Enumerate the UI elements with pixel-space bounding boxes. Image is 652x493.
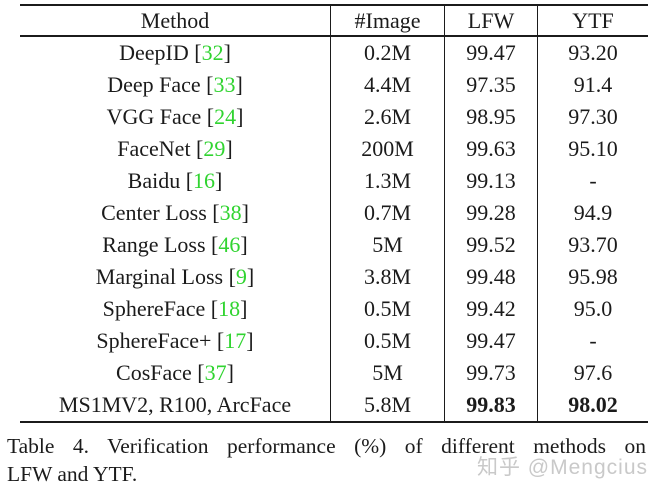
citation-number: 18 xyxy=(218,296,241,321)
citation-number: 9 xyxy=(235,264,247,289)
lfw-score-cell: 99.48 xyxy=(444,261,538,293)
ytf-score-cell: - xyxy=(537,165,648,197)
method-cell: SphereFace+ [17] xyxy=(96,328,254,353)
ytf-score-cell: 95.98 xyxy=(537,261,648,293)
header-num-images: #Image xyxy=(330,5,445,37)
lfw-score-cell: 99.13 xyxy=(444,165,538,197)
table-row: Baidu [16] 1.3M 99.13- xyxy=(20,165,648,197)
method-cell: Baidu [16] xyxy=(127,168,223,193)
results-table: Method #Image LFW YTF DeepID [32] 0.2M 99.… xyxy=(20,4,648,423)
lfw-score-cell: 99.28 xyxy=(444,197,538,229)
watermark: 知乎 @Mengcius xyxy=(476,456,648,479)
num-images-cell: 5M xyxy=(330,357,445,389)
ytf-score-cell: 93.20 xyxy=(537,36,648,69)
citation-number: 17 xyxy=(224,328,247,353)
lfw-score-cell: 99.47 xyxy=(444,325,538,357)
ytf-score-cell: 97.30 xyxy=(537,101,648,133)
caption-line-1: Table 4. Verification performance (%) of… xyxy=(7,434,646,458)
method-cell: Center Loss [38] xyxy=(101,200,249,225)
method-cell: SphereFace [18] xyxy=(102,296,248,321)
citation-number: 32 xyxy=(201,40,224,65)
num-images-cell: 5.8M xyxy=(330,389,445,422)
table-row: FaceNet [29] 200M 99.63 95.10 xyxy=(20,133,648,165)
table-caption: Table 4. Verification performance (%) of… xyxy=(7,433,646,488)
table-row: Center Loss [38] 0.7M 99.28 94.9 xyxy=(20,197,648,229)
lfw-score-cell: 98.95 xyxy=(444,101,538,133)
ytf-score-cell: 95.10 xyxy=(537,133,648,165)
num-images-cell: 4.4M xyxy=(330,69,445,101)
lfw-score-cell: 99.63 xyxy=(444,133,538,165)
num-images-cell: 200M xyxy=(330,133,445,165)
citation-number: 16 xyxy=(193,168,216,193)
lfw-score-cell: 99.73 xyxy=(444,357,538,389)
num-images-cell: 1.3M xyxy=(330,165,445,197)
header-row: Method #Image LFW YTF xyxy=(20,5,648,37)
header-method: Method xyxy=(20,5,331,37)
num-images-cell: 0.5M xyxy=(330,293,445,325)
method-cell: VGG Face [24] xyxy=(106,104,244,129)
method-cell: Range Loss [46] xyxy=(102,232,248,257)
ytf-score-cell: 95.0 xyxy=(537,293,648,325)
ytf-score-cell: 97.6 xyxy=(537,357,648,389)
num-images-cell: 5M xyxy=(330,229,445,261)
lfw-score-cell: 99.42 xyxy=(444,293,538,325)
lfw-score-cell: 99.47 xyxy=(444,36,538,69)
num-images-cell: 3.8M xyxy=(330,261,445,293)
ytf-score-cell: 91.4 xyxy=(537,69,648,101)
method-cell: DeepID [32] xyxy=(119,40,231,65)
citation-number: 24 xyxy=(214,104,237,129)
header-ytf: YTF xyxy=(537,5,648,37)
num-images-cell: 0.5M xyxy=(330,325,445,357)
ytf-score-cell: 93.70 xyxy=(537,229,648,261)
num-images-cell: 2.6M xyxy=(330,101,445,133)
ytf-score-cell: - xyxy=(537,325,648,357)
header-lfw: LFW xyxy=(444,5,538,37)
citation-number: 33 xyxy=(213,72,236,97)
method-cell: Deep Face [33] xyxy=(107,72,243,97)
table-header: Method #Image LFW YTF xyxy=(20,5,648,37)
citation-number: 37 xyxy=(204,360,227,385)
method-cell: MS1MV2, R100, ArcFace xyxy=(58,392,292,417)
ytf-score-cell: 98.02 xyxy=(537,389,648,422)
num-images-cell: 0.2M xyxy=(330,36,445,69)
table-row: SphereFace+ [17] 0.5M 99.47- xyxy=(20,325,648,357)
table-row: CosFace [37] 5M 99.73 97.6 xyxy=(20,357,648,389)
lfw-score-cell: 99.83 xyxy=(444,389,538,422)
table-row: VGG Face [24] 2.6M 98.95 97.30 xyxy=(20,101,648,133)
table-row: MS1MV2, R100, ArcFace 5.8M 99.83 98.02 xyxy=(20,389,648,422)
caption-line-2: LFW and YTF. xyxy=(7,461,138,486)
citation-number: 46 xyxy=(218,232,241,257)
table-row: DeepID [32] 0.2M 99.47 93.20 xyxy=(20,36,648,69)
method-cell: CosFace [37] xyxy=(116,360,234,385)
lfw-score-cell: 99.52 xyxy=(444,229,538,261)
citation-number: 29 xyxy=(203,136,226,161)
table-body: DeepID [32] 0.2M 99.47 93.20 Deep Face [33] 4… xyxy=(20,36,648,422)
method-cell: Marginal Loss [9] xyxy=(95,264,255,289)
method-cell: FaceNet [29] xyxy=(117,136,233,161)
table-row: Range Loss [46] 5M 99.52 93.70 xyxy=(20,229,648,261)
citation-number: 38 xyxy=(219,200,242,225)
lfw-score-cell: 97.35 xyxy=(444,69,538,101)
table-row: SphereFace [18] 0.5M 99.42 95.0 xyxy=(20,293,648,325)
table-row: Deep Face [33] 4.4M 97.35 91.4 xyxy=(20,69,648,101)
table-row: Marginal Loss [9] 3.8M 99.48 95.98 xyxy=(20,261,648,293)
ytf-score-cell: 94.9 xyxy=(537,197,648,229)
num-images-cell: 0.7M xyxy=(330,197,445,229)
